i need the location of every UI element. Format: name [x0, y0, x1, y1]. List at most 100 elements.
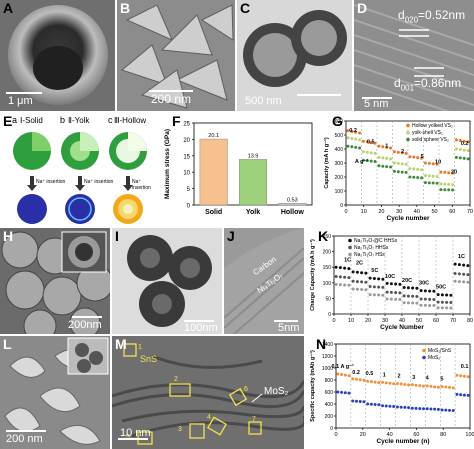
box-label: 7: [252, 416, 256, 423]
data-point: [385, 145, 389, 149]
data-point: [451, 188, 455, 192]
rate-label: 5: [421, 154, 424, 160]
data-point: [423, 303, 427, 307]
flower-image: [4, 337, 109, 445]
data-point: [431, 181, 435, 185]
rate-label: 0.1: [461, 364, 469, 370]
scale-text: 5 nm: [364, 98, 389, 110]
x-tick-label: 60: [433, 318, 439, 324]
panel-label: C: [240, 0, 251, 16]
rate-label: 5: [440, 377, 443, 383]
arrow-text-b: Na⁺ insertion: [84, 179, 114, 185]
x-tick-label: Solid: [205, 209, 222, 216]
unit-note: A g⁻¹: [355, 158, 369, 165]
data-point: [407, 383, 411, 387]
legend-entry: Hollow yolked VS₂: [412, 123, 453, 129]
data-point: [358, 138, 362, 142]
data-point: [392, 382, 396, 386]
panel-i-tem: I 100nm: [112, 228, 222, 334]
y-tick-label: 0: [187, 204, 191, 210]
y-tick-label: 1400: [322, 342, 333, 348]
data-point: [355, 287, 359, 291]
data-point: [432, 289, 436, 293]
data-point: [412, 175, 416, 179]
data-point: [412, 155, 416, 159]
legend-marker: [348, 252, 352, 257]
data-point: [377, 285, 381, 289]
data-point: [403, 382, 407, 386]
data-point: [365, 159, 369, 163]
legend-entry: Na₂Ti₃O₇ HHSs: [354, 245, 389, 251]
data-point: [462, 156, 466, 160]
data-point: [364, 288, 368, 292]
bar: [278, 203, 307, 206]
data-point: [436, 385, 440, 389]
data-point: [406, 301, 410, 305]
data-point: [459, 393, 463, 397]
data-point: [427, 181, 431, 185]
rate-label: 10: [435, 160, 441, 166]
x-tick-label: 70: [467, 209, 473, 215]
data-point: [428, 289, 432, 293]
box-label: 6: [244, 386, 248, 393]
data-point: [396, 161, 400, 165]
data-point: [354, 145, 358, 149]
data-point: [416, 156, 420, 160]
scale-text: 200 nm: [151, 92, 192, 106]
panel-label: H: [3, 228, 14, 244]
data-point: [350, 130, 354, 134]
panel-label: G: [332, 113, 343, 129]
box-label: 3: [178, 426, 182, 433]
data-point: [425, 384, 429, 388]
data-point: [406, 286, 410, 290]
data-point: [428, 297, 432, 301]
data-point: [439, 188, 443, 192]
panel-label: A: [3, 0, 14, 16]
data-point: [368, 276, 372, 280]
data-point: [457, 272, 461, 276]
legend-marker: [406, 130, 410, 135]
data-point: [453, 262, 457, 266]
x-tick-label: 20: [365, 318, 371, 324]
rate-label: 3: [412, 375, 415, 381]
data-point: [419, 303, 423, 307]
data-point: [436, 300, 440, 304]
data-point: [381, 145, 385, 149]
data-point: [427, 174, 431, 178]
data-point: [377, 144, 381, 148]
data-point: [381, 285, 385, 289]
data-point: [408, 175, 412, 179]
data-point: [340, 390, 344, 394]
data-point: [354, 130, 358, 134]
data-point: [420, 176, 424, 180]
data-point: [449, 293, 453, 297]
x-tick-label: 100: [465, 432, 474, 438]
data-point: [440, 385, 444, 389]
data-point: [429, 407, 433, 411]
data-point: [423, 289, 427, 293]
box-label: 2: [174, 376, 178, 383]
data-point: [392, 404, 396, 408]
data-point: [343, 283, 347, 287]
data-point: [466, 393, 470, 397]
panel-label: D: [357, 0, 368, 16]
data-point: [394, 291, 398, 295]
data-point: [411, 301, 415, 305]
data-label: 0.53: [287, 197, 298, 203]
y-tick-label: 5: [187, 187, 191, 193]
data-point: [343, 391, 347, 395]
y-tick-label: 200: [323, 250, 332, 256]
x-tick-label: 10: [361, 209, 367, 215]
legend-marker: [406, 137, 410, 142]
rate-label: 50C: [436, 284, 446, 290]
rate-label: 0.2: [461, 141, 469, 147]
data-point: [431, 162, 435, 166]
rate-label: 4: [426, 375, 430, 381]
y-tick-label: 15: [183, 154, 190, 160]
data-point: [355, 270, 359, 274]
scale-bar: [184, 320, 214, 322]
panel-label: J: [227, 228, 235, 244]
column-a-letter: a: [12, 115, 18, 125]
data-point: [347, 283, 351, 287]
panel-a-sem: A 1 μm: [0, 0, 115, 111]
